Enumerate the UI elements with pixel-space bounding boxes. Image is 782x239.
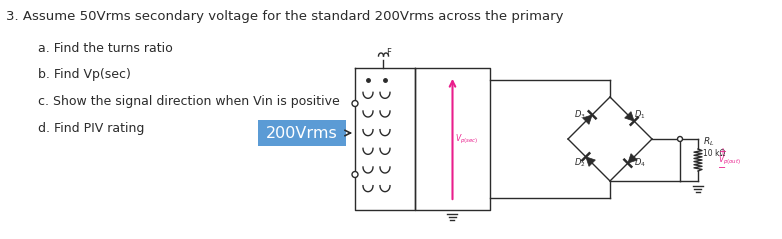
Text: d. Find PIV rating: d. Find PIV rating [38,122,145,135]
Text: b. Find Vp(sec): b. Find Vp(sec) [38,68,131,81]
Text: 200Vrms: 200Vrms [266,125,338,141]
Text: $D_4$: $D_4$ [634,157,646,169]
Circle shape [352,101,358,107]
Text: 10 kΩ: 10 kΩ [703,150,726,158]
Text: $D_3$: $D_3$ [574,109,586,121]
Text: a. Find the turns ratio: a. Find the turns ratio [38,42,173,55]
Polygon shape [583,115,592,124]
Text: −: − [718,163,726,173]
Text: $V_{p(out)}$: $V_{p(out)}$ [718,153,741,167]
Circle shape [677,136,683,141]
Text: +: + [718,147,726,157]
Polygon shape [628,154,637,163]
Text: c. Show the signal direction when Vin is positive: c. Show the signal direction when Vin is… [38,95,339,108]
Text: $V_{p(sec)}$: $V_{p(sec)}$ [455,132,479,146]
Text: 3. Assume 50Vrms secondary voltage for the standard 200Vrms across the primary: 3. Assume 50Vrms secondary voltage for t… [6,10,564,23]
Text: F: F [386,48,391,57]
Polygon shape [625,112,634,121]
Text: $D_2$: $D_2$ [574,157,586,169]
FancyBboxPatch shape [258,120,346,146]
Text: $D_1$: $D_1$ [634,109,646,121]
Circle shape [352,172,358,178]
Polygon shape [586,157,595,166]
Text: $R_L$: $R_L$ [703,136,715,148]
